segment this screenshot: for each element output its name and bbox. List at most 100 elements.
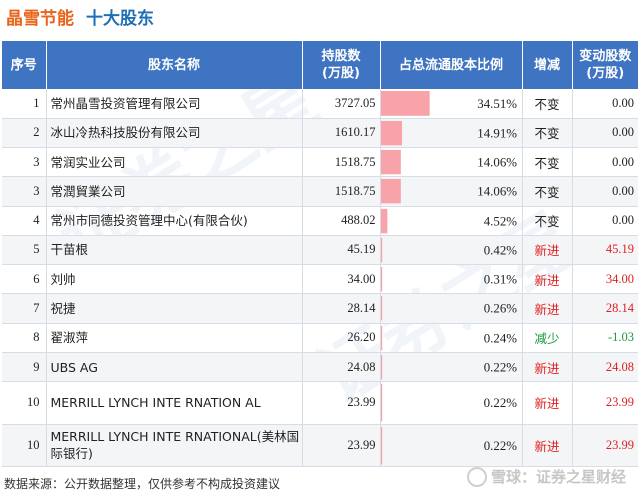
rank-cell: 4 <box>2 206 47 236</box>
ratio-bar-chart: 0.24% <box>380 325 517 350</box>
shares-cell: 1610.17 <box>302 118 381 148</box>
share-change-cell: 0.00 <box>612 95 634 110</box>
table-header-row: 序号 股东名称 持股数 (万股) 占总流通股本比例 增减 变动股数 (万股) <box>2 41 638 89</box>
ratio-cell: 14.91% <box>380 118 523 148</box>
table-row: 5 干苗根 45.19 0.42% 新进 45.19 <box>2 235 638 265</box>
ratio-label: 0.26% <box>483 302 517 316</box>
table-row: 10 MERRILL LYNCH INTE RNATION AL 23.99 0.22… <box>2 381 638 425</box>
share-change-cell: 0.00 <box>612 154 634 169</box>
holder-name-cell: 冰山冷热科技股份有限公司 <box>46 118 303 148</box>
ratio-bar-chart: 0.31% <box>380 267 517 292</box>
header-name: 股东名称 <box>46 41 303 89</box>
ratio-label: 14.91% <box>477 126 517 140</box>
holder-name-cell: 常润实业公司 <box>46 147 303 177</box>
share-change-cell: 45.19 <box>605 242 634 257</box>
ratio-bar <box>380 237 382 263</box>
shares-cell: 28.14 <box>302 293 381 324</box>
shares-cell: 3727.05 <box>302 89 381 119</box>
change-status-cell: 新进 <box>522 352 573 382</box>
holder-name-cell: 干苗根 <box>46 235 303 265</box>
rank-cell: 7 <box>2 293 47 324</box>
ratio-bar-chart: 4.52% <box>380 208 517 233</box>
change-status-cell: 不变 <box>522 118 573 148</box>
header-change: 增减 <box>522 41 573 89</box>
holder-name-cell: UBS AG <box>46 352 303 382</box>
ratio-bar-chart: 0.42% <box>380 237 517 263</box>
ratio-bar-chart: 14.06% <box>380 149 517 175</box>
share-change-cell: 0.00 <box>612 213 634 228</box>
ratio-label: 14.06% <box>477 185 517 199</box>
table-row: 10 MERRILL LYNCH INTE RNATIONAL(美林国际银行) 23… <box>2 424 638 467</box>
holder-name-cell: 刘帅 <box>46 264 303 294</box>
brand-logo-icon <box>466 466 487 487</box>
ratio-label: 0.31% <box>483 273 517 287</box>
change-status-cell: 新进 <box>522 235 573 265</box>
ratio-label: 0.22% <box>483 396 517 410</box>
share-change-cell: 23.99 <box>605 395 634 410</box>
share-change-cell: 34.00 <box>605 271 634 286</box>
stock-name: 晶雪节能 <box>6 8 74 29</box>
change-status-cell: 不变 <box>522 89 573 119</box>
ratio-cell: 14.06% <box>380 176 523 207</box>
table-row: 9 UBS AG 24.08 0.22% 新进 24.08 <box>2 352 638 382</box>
holder-name-cell: 常潤貿業公司 <box>46 176 303 207</box>
ratio-label: 0.22% <box>483 439 517 453</box>
brand-watermark: 雪球：证券之星财经 <box>466 466 626 487</box>
ratio-bar <box>380 179 401 204</box>
ratio-cell: 0.31% <box>380 264 523 294</box>
header-delta: 变动股数 (万股) <box>572 41 638 89</box>
table-row: 6 刘帅 34.00 0.31% 新进 34.00 <box>2 264 638 294</box>
ratio-cell: 0.22% <box>380 381 523 425</box>
holder-name-cell: MERRILL LYNCH INTE RNATION AL <box>46 381 303 425</box>
ratio-bar-chart: 0.26% <box>380 296 517 321</box>
shares-cell: 34.00 <box>302 264 381 294</box>
change-status-cell: 不变 <box>522 206 573 236</box>
rank-cell: 10 <box>2 424 47 467</box>
table-row: 3 常潤貿業公司 1518.75 14.06% 不变 0.00 <box>2 176 638 207</box>
ratio-bar-chart: 0.22% <box>380 354 517 380</box>
holder-name-cell: 祝捷 <box>46 293 303 324</box>
ratio-bar <box>380 90 430 116</box>
table-row: 1 常州晶雪投资管理有限公司 3727.05 34.51% 不变 0.00 <box>2 89 638 119</box>
ratio-cell: 14.06% <box>380 147 523 177</box>
rank-cell: 10 <box>2 381 47 425</box>
shares-cell: 45.19 <box>302 235 381 265</box>
holder-name-cell: 常州市同德投资管理中心(有限合伙) <box>46 206 303 236</box>
rank-cell: 1 <box>2 89 47 119</box>
shares-cell: 1518.75 <box>302 147 381 177</box>
shares-cell: 26.20 <box>302 323 381 353</box>
ratio-label: 34.51% <box>477 97 517 111</box>
table-row: 4 常州市同德投资管理中心(有限合伙) 488.02 4.52% 不变 0.00 <box>2 206 638 236</box>
table-row: 7 祝捷 28.14 0.26% 新进 28.14 <box>2 293 638 324</box>
holder-name-cell: 常州晶雪投资管理有限公司 <box>46 89 303 119</box>
ratio-bar <box>380 208 387 233</box>
data-source-note: 数据来源：公开数据整理，仅供参考不构成投资建议 <box>4 477 281 491</box>
change-status-cell: 不变 <box>522 176 573 207</box>
rank-cell: 2 <box>2 118 47 148</box>
table-row: 8 翟淑萍 26.20 0.24% 减少 -1.03 <box>2 323 638 353</box>
ratio-bar <box>380 426 382 465</box>
ratio-bar <box>380 354 382 380</box>
change-status-cell: 不变 <box>522 147 573 177</box>
rank-cell: 5 <box>2 235 47 265</box>
holder-name-cell: 翟淑萍 <box>46 323 303 353</box>
ratio-bar-chart: 14.91% <box>380 120 517 146</box>
shares-cell: 24.08 <box>302 352 381 382</box>
holder-name-cell: MERRILL LYNCH INTE RNATIONAL(美林国际银行) <box>46 424 303 467</box>
ratio-label: 4.52% <box>483 214 517 228</box>
share-change-cell: 23.99 <box>605 437 634 452</box>
ratio-label: 0.42% <box>483 243 517 257</box>
ratio-cell: 4.52% <box>380 206 523 236</box>
ratio-bar-chart: 0.22% <box>380 426 517 465</box>
share-change-cell: 0.00 <box>612 125 634 140</box>
shares-cell: 23.99 <box>302 424 381 467</box>
ratio-label: 0.24% <box>483 331 517 345</box>
ratio-label: 14.06% <box>477 156 517 170</box>
table-body: 1 常州晶雪投资管理有限公司 3727.05 34.51% 不变 0.00 2 冰山冷热科技股… <box>2 89 638 467</box>
ratio-label: 0.22% <box>483 361 517 375</box>
share-change-cell: 0.00 <box>612 183 634 198</box>
ratio-bar-chart: 0.22% <box>380 384 517 422</box>
change-status-cell: 新进 <box>522 293 573 324</box>
ratio-cell: 0.26% <box>380 293 523 324</box>
ratio-cell: 0.22% <box>380 352 523 382</box>
